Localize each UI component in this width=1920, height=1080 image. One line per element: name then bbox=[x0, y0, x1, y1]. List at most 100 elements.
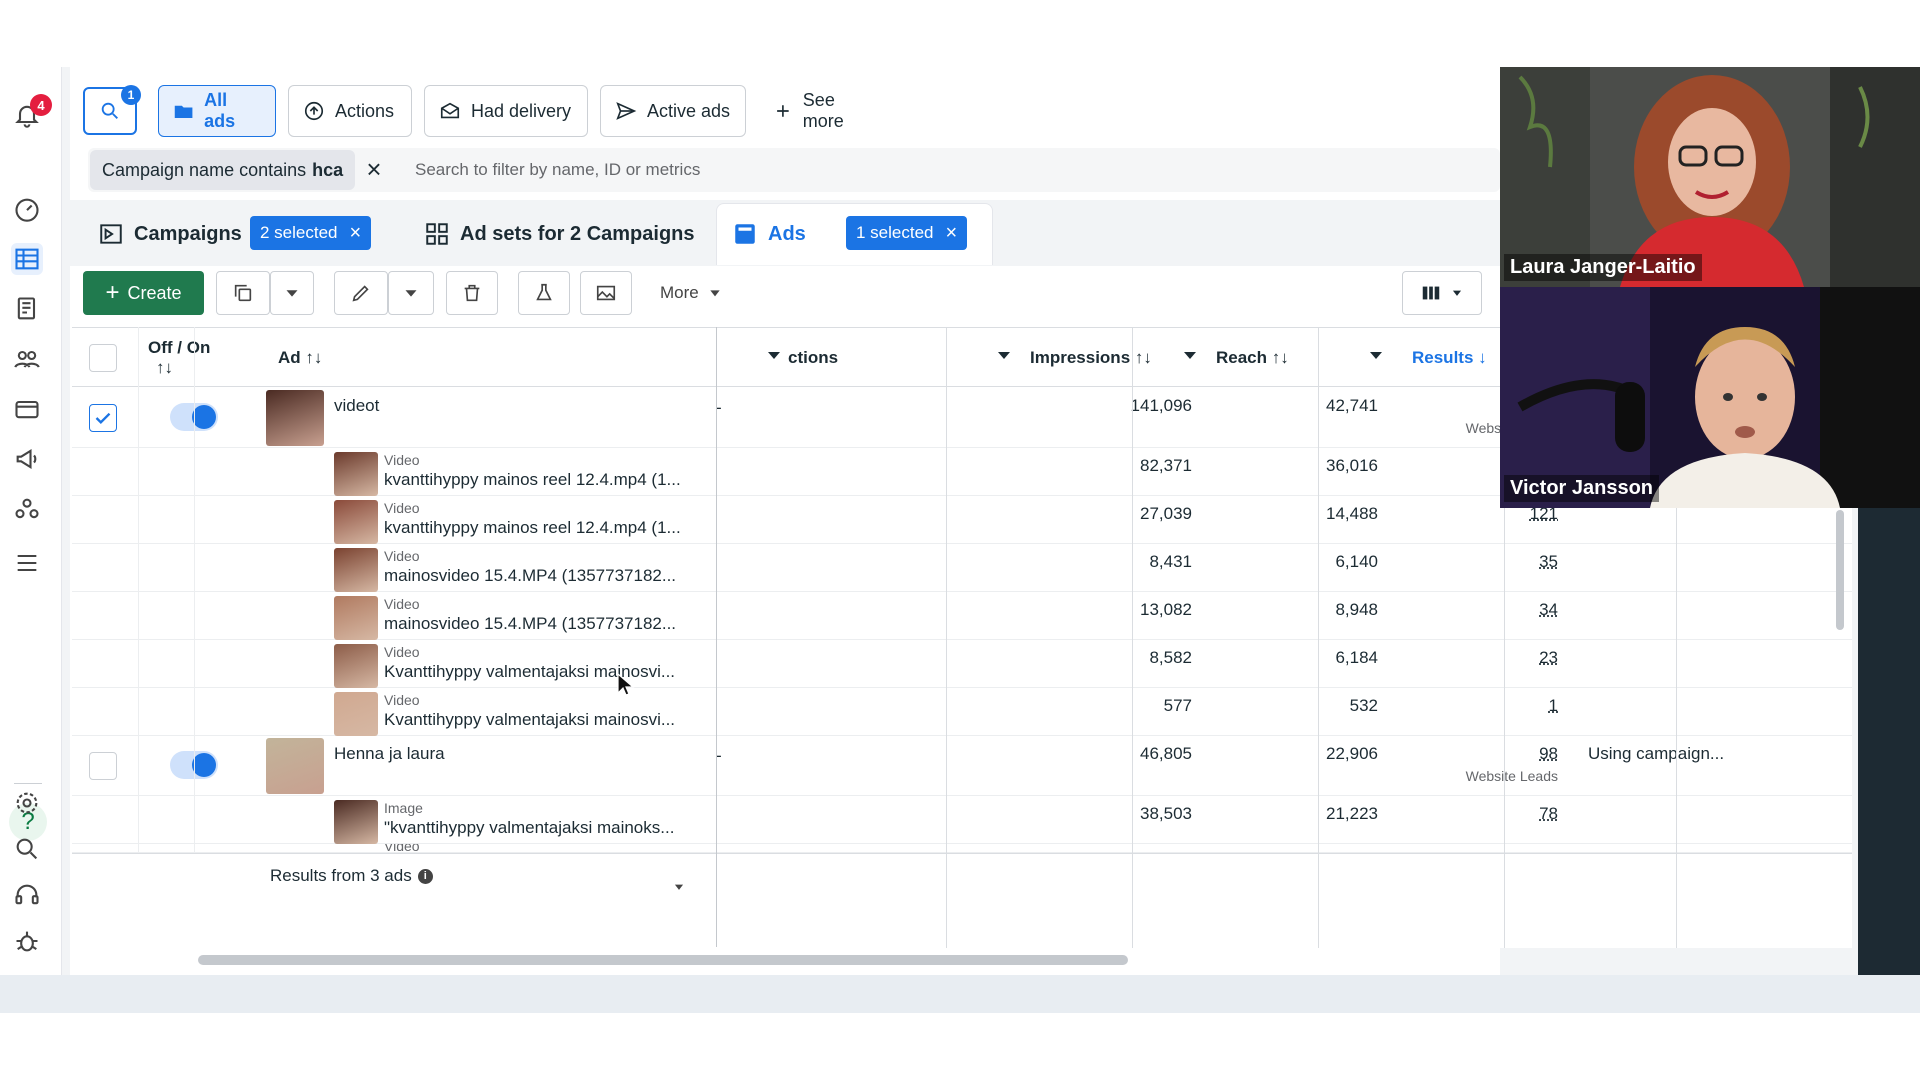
upload-icon bbox=[303, 100, 325, 122]
duplicate-dropdown[interactable] bbox=[270, 271, 314, 315]
header-impressions[interactable]: Impressions ↑↓ bbox=[1018, 328, 1204, 388]
clear-campaigns-close-icon[interactable]: × bbox=[350, 222, 362, 245]
bug-icon[interactable] bbox=[11, 925, 43, 957]
create-button[interactable]: + Create bbox=[83, 271, 204, 315]
results-value[interactable]: 23 bbox=[1390, 648, 1558, 668]
creative-thumbnail bbox=[334, 452, 378, 496]
tab-ad-sets[interactable]: Ad sets for 2 Campaigns bbox=[424, 207, 695, 261]
impressions-value: 27,039 bbox=[1018, 504, 1192, 524]
creative-thumbnail bbox=[334, 596, 378, 640]
filter-chip[interactable]: Campaign name contains hca bbox=[90, 150, 355, 190]
creative-thumbnail bbox=[334, 800, 378, 844]
search-icon[interactable] bbox=[11, 833, 43, 865]
ad-variant-row[interactable]: Video Kvanttihyppy valmentajaksi mainosvi… bbox=[72, 640, 1852, 688]
notification-badge: 4 bbox=[30, 94, 52, 116]
see-more-button[interactable]: See more bbox=[758, 85, 888, 137]
ad-name[interactable]: videot bbox=[334, 396, 379, 416]
ad-variant-row[interactable]: Video mainosvideo 15.4.MP4 (1357737182...… bbox=[72, 592, 1852, 640]
filter-search-input[interactable]: Search to filter by name, ID or metrics bbox=[415, 160, 700, 180]
results-value[interactable]: 98 bbox=[1390, 744, 1558, 764]
bid-strategy-value: Using campaign... bbox=[1588, 744, 1724, 764]
creative-name[interactable]: Kvanttihyppy valmentajaksi mainosvi... bbox=[384, 710, 675, 730]
active-ads-button[interactable]: Active ads bbox=[600, 85, 746, 137]
audience-icon[interactable] bbox=[11, 343, 43, 375]
creative-name[interactable]: mainosvideo 15.4.MP4 (1357737182... bbox=[384, 614, 676, 634]
results-value[interactable]: 1 bbox=[1390, 696, 1558, 716]
plus-icon: + bbox=[105, 279, 119, 307]
ads-selected-pill[interactable]: 1 selected × bbox=[846, 216, 967, 250]
duplicate-icon bbox=[232, 282, 254, 304]
header-off-on[interactable]: Off / On ↑↓ bbox=[148, 328, 266, 388]
ad-variant-row[interactable]: Video Kvanttihyppy valmentajaksi mainosvi… bbox=[72, 688, 1852, 736]
ad-name[interactable]: Henna ja laura bbox=[334, 744, 445, 764]
delete-button[interactable] bbox=[446, 271, 498, 315]
chevron-down-icon[interactable] bbox=[672, 880, 686, 894]
megaphone-icon[interactable] bbox=[11, 443, 43, 475]
impressions-value: 13,082 bbox=[1018, 600, 1192, 620]
results-value[interactable]: 78 bbox=[1390, 804, 1558, 824]
impressions-value: 8,431 bbox=[1018, 552, 1192, 572]
columns-button[interactable] bbox=[1402, 271, 1482, 315]
business-people-icon[interactable] bbox=[11, 493, 43, 525]
speedometer-icon[interactable] bbox=[11, 193, 43, 225]
flask-icon bbox=[533, 282, 555, 304]
results-value[interactable]: 35 bbox=[1390, 552, 1558, 572]
creative-button[interactable] bbox=[580, 271, 632, 315]
billing-card-icon[interactable] bbox=[11, 393, 43, 425]
menu-icon[interactable] bbox=[11, 547, 43, 579]
header-impressions-label: Impressions bbox=[1030, 348, 1130, 368]
reach-value: 42,741 bbox=[1204, 396, 1378, 416]
select-all-checkbox[interactable] bbox=[89, 344, 117, 372]
edit-dropdown[interactable] bbox=[388, 271, 434, 315]
pencil-icon bbox=[350, 282, 372, 304]
creative-name[interactable]: kvanttihyppy mainos reel 12.4.mp4 (1... bbox=[384, 518, 681, 538]
ab-test-button[interactable] bbox=[518, 271, 570, 315]
horizontal-scrollbar[interactable] bbox=[198, 955, 1128, 965]
campaigns-selected-pill[interactable]: 2 selected × bbox=[250, 216, 371, 250]
chevron-down-icon[interactable] bbox=[1370, 352, 1382, 359]
ad-variant-row[interactable]: Video mainosvideo 15.4.MP4 (1357737182...… bbox=[72, 544, 1852, 592]
edit-button[interactable] bbox=[334, 271, 388, 315]
chevron-down-icon[interactable] bbox=[1184, 352, 1196, 359]
toggle-knob bbox=[192, 405, 216, 429]
plus-icon bbox=[773, 100, 793, 122]
creative-name[interactable]: "kvanttihyppy valmentajaksi mainoks... bbox=[384, 818, 674, 838]
header-reach[interactable]: Reach ↑↓ bbox=[1204, 328, 1390, 388]
duplicate-button[interactable] bbox=[216, 271, 270, 315]
clear-ads-close-icon[interactable]: × bbox=[946, 222, 958, 245]
reach-value: 532 bbox=[1204, 696, 1378, 716]
footer-col-divider bbox=[1318, 853, 1319, 948]
impressions-value: 82,371 bbox=[1018, 456, 1192, 476]
remove-filter-close-icon[interactable]: × bbox=[362, 157, 386, 181]
all-ads-button[interactable]: All ads bbox=[158, 85, 276, 137]
creative-thumbnail bbox=[334, 644, 378, 688]
table-grid-icon[interactable] bbox=[11, 243, 43, 275]
chevron-down-icon[interactable] bbox=[768, 352, 780, 359]
pages-icon[interactable] bbox=[11, 293, 43, 325]
had-delivery-button[interactable]: Had delivery bbox=[424, 85, 588, 137]
creative-type: Video bbox=[384, 692, 420, 708]
tab-campaigns-label: Campaigns bbox=[134, 223, 242, 246]
header-ad[interactable]: Ad ↑↓ bbox=[266, 328, 788, 388]
vertical-scrollbar[interactable] bbox=[1836, 510, 1844, 630]
creative-name[interactable]: kvanttihyppy mainos reel 12.4.mp4 (1... bbox=[384, 470, 681, 490]
more-label: More bbox=[660, 283, 699, 303]
gear-icon[interactable] bbox=[11, 787, 43, 819]
creative-name[interactable]: mainosvideo 15.4.MP4 (1357737182... bbox=[384, 566, 676, 586]
video-tile-laura: Laura Janger-Laitio bbox=[1500, 67, 1920, 287]
more-dropdown[interactable]: More bbox=[660, 283, 723, 303]
chevron-down-icon[interactable] bbox=[998, 352, 1010, 359]
tab-ads[interactable]: Ads bbox=[732, 207, 806, 261]
tab-campaigns[interactable]: Campaigns bbox=[98, 207, 242, 261]
results-value[interactable]: 34 bbox=[1390, 600, 1558, 620]
actions-button[interactable]: Actions bbox=[288, 85, 412, 137]
headset-icon[interactable] bbox=[11, 879, 43, 911]
header-actions[interactable]: ctions bbox=[788, 328, 1018, 388]
ad-row[interactable]: Henna ja laura - 46,805 22,906 98 Website Lea… bbox=[72, 736, 1852, 796]
chevron-down-icon bbox=[400, 282, 422, 304]
info-icon[interactable]: i bbox=[418, 869, 433, 884]
ad-variant-row[interactable]: Image "kvanttihyppy valmentajaksi mainoks… bbox=[72, 796, 1852, 844]
row-checkbox[interactable] bbox=[89, 404, 117, 432]
row-checkbox[interactable] bbox=[89, 752, 117, 780]
